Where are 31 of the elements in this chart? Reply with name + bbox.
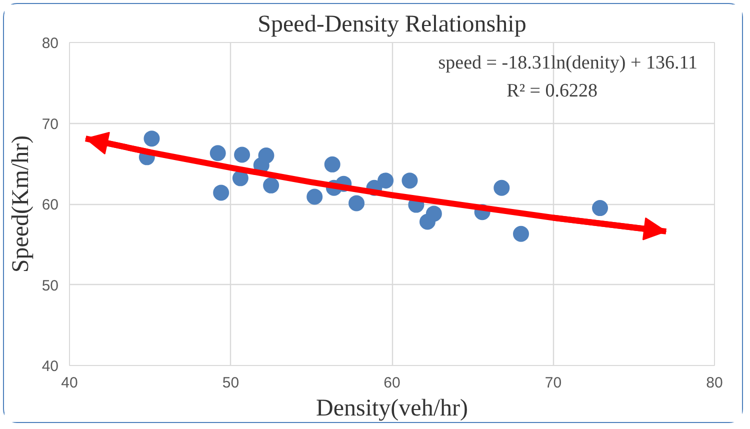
point — [426, 206, 442, 222]
point — [213, 184, 230, 201]
x-tick-label: 40 — [61, 374, 78, 392]
x-tick-label: 50 — [222, 374, 240, 392]
point — [494, 180, 510, 196]
point — [144, 130, 160, 147]
x-tick-label: 70 — [544, 374, 562, 392]
annotation: speed = -18.31ln(denity) + 136.11 — [438, 52, 698, 74]
chart-title: Speed-Density Relationship — [258, 12, 526, 38]
x-tick-label: 60 — [384, 374, 400, 392]
point — [513, 226, 529, 242]
point — [263, 177, 280, 194]
y-axis-title: Speed(Km/hr) — [8, 135, 34, 273]
point — [348, 195, 365, 212]
annotation: R² = 0.6228 — [506, 80, 598, 102]
point — [306, 188, 323, 205]
y-tick-label: 60 — [42, 196, 59, 214]
point — [232, 170, 248, 186]
point — [402, 172, 418, 189]
y-tick-label: 80 — [42, 35, 59, 52]
point — [210, 145, 226, 162]
x-axis-title: Density(veh/hr) — [316, 396, 468, 422]
point — [324, 156, 340, 172]
point — [378, 172, 394, 189]
point — [234, 146, 250, 163]
x-tick-label: 80 — [706, 374, 723, 392]
y-tick-label: 70 — [42, 116, 59, 133]
y-tick-label: 40 — [42, 358, 59, 375]
y-tick-label: 50 — [42, 277, 59, 294]
point — [592, 200, 608, 216]
point — [258, 148, 274, 164]
